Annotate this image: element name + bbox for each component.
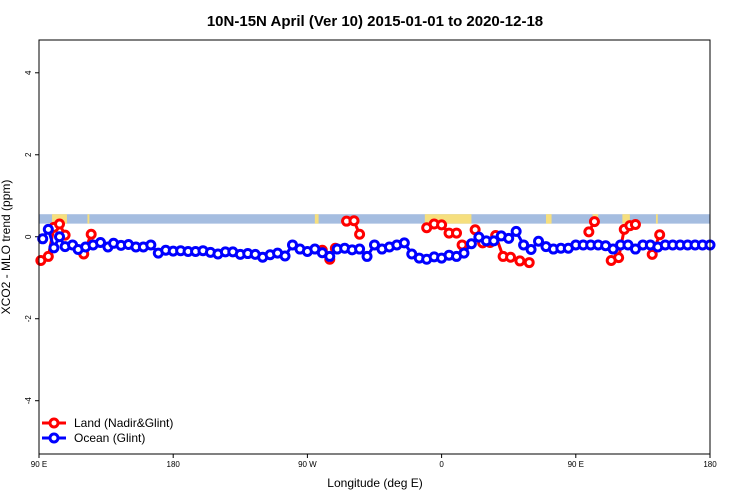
plot-frame: [38, 39, 711, 455]
data-point: [510, 225, 522, 237]
x-axis: 90 E 180 90 W 0 90 E 180: [31, 454, 717, 469]
legend-ocean-label: Ocean (Glint): [74, 431, 145, 445]
y-tick-label: 2: [24, 152, 33, 157]
data-point: [48, 242, 60, 254]
data-point: [398, 237, 410, 249]
data-point: [629, 218, 641, 230]
data-point: [85, 228, 97, 240]
data-point: [514, 255, 526, 267]
data-point: [37, 233, 49, 245]
legend: Land (Nadir&Glint) Ocean (Glint): [42, 416, 173, 445]
x-tick-label: 180: [167, 460, 181, 469]
series-layer: [35, 215, 716, 269]
x-tick-label: 180: [703, 460, 717, 469]
data-point: [436, 219, 448, 231]
land-segment: [622, 214, 630, 224]
series-ocean: [37, 223, 716, 265]
landmask-band: [39, 214, 710, 224]
data-point: [348, 215, 360, 227]
x-tick-label: 90 E: [31, 460, 47, 469]
y-tick-label: -4: [24, 397, 33, 405]
land-segment: [314, 214, 319, 224]
data-point: [42, 223, 54, 235]
data-point: [54, 218, 66, 230]
x-tick-label: 90 W: [298, 460, 317, 469]
data-point: [613, 252, 625, 264]
y-tick-label: 0: [24, 234, 33, 239]
data-point: [654, 229, 666, 241]
data-point: [361, 250, 373, 262]
land-segment: [545, 214, 552, 224]
x-tick-label: 0: [439, 460, 444, 469]
data-point: [145, 239, 157, 251]
data-point: [95, 236, 107, 248]
ocean-band: [39, 214, 710, 224]
data-point: [518, 239, 530, 251]
y-tick-label: -2: [24, 315, 33, 323]
land-segment: [87, 214, 90, 224]
data-point: [523, 257, 535, 269]
data-point: [458, 247, 470, 259]
data-point: [525, 243, 537, 255]
data-point: [588, 216, 600, 228]
data-point: [503, 232, 515, 244]
x-axis-label: Longitude (deg E): [327, 476, 422, 490]
land-segment: [655, 214, 658, 224]
data-point: [533, 235, 545, 247]
x-tick-label: 90 E: [568, 460, 584, 469]
data-point: [54, 231, 66, 243]
y-tick-label: 4: [24, 70, 33, 75]
data-point: [583, 226, 595, 238]
legend-ocean-marker: [48, 432, 60, 444]
land-segment: [424, 214, 472, 224]
y-axis: -4 -2 0 2 4: [24, 70, 39, 404]
chart-title: 10N-15N April (Ver 10) 2015-01-01 to 202…: [207, 13, 543, 30]
data-point: [279, 250, 291, 262]
data-point: [451, 227, 463, 239]
y-axis-label: XCO2 - MLO trend (ppm): [0, 180, 13, 315]
data-point: [324, 250, 336, 262]
data-point: [465, 238, 477, 250]
legend-land-label: Land (Nadir&Glint): [74, 416, 173, 430]
data-point: [488, 235, 500, 247]
data-point: [505, 251, 517, 263]
data-point: [354, 228, 366, 240]
data-point: [646, 248, 658, 260]
legend-land-marker: [48, 417, 60, 429]
data-point: [42, 250, 54, 262]
data-point: [354, 243, 366, 255]
